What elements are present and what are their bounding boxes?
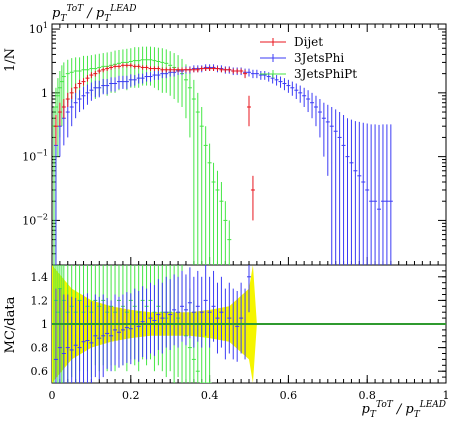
ratio-y-tick-label: 1.4 [31, 271, 49, 284]
series-dijet [53, 63, 255, 221]
ratio-series-3jetsphi [53, 265, 251, 383]
ratio-y-axis-label: MC/data [3, 296, 18, 353]
main-y-tick-label: 101 [29, 21, 48, 36]
ratio-y-tick-label: 1 [41, 318, 48, 331]
ratio-x-tick-label: 0.4 [201, 389, 219, 402]
ratio-x-tick-label: 0.8 [358, 389, 376, 402]
series-3jetsphipt [52, 46, 232, 265]
main-y-tick-label: 10−1 [22, 149, 48, 164]
main-y-tick-base: 1 [41, 87, 48, 100]
main-y-tick-base: 10 [22, 214, 36, 227]
main-y-tick-exp: 1 [43, 21, 48, 30]
ratio-y-tick-label: 0.6 [31, 365, 49, 378]
main-y-tick-exp: −2 [36, 212, 48, 221]
legend-label-3jetsphi: 3JetsPhi [294, 51, 344, 65]
ratio-y-tick-label: 1.2 [31, 294, 49, 307]
legend-label-3jetsphipt: 3JetsPhiPt [294, 67, 357, 81]
main-y-tick-label: 1 [41, 87, 48, 100]
main-y-tick-base: 10 [22, 151, 36, 164]
main-y-axis-label: 1/N [3, 48, 18, 72]
ratio-y-tick-label: 0.8 [31, 342, 49, 355]
ratio-x-tick-label: 0.2 [122, 389, 140, 402]
ratio-x-tick-label: 0 [49, 389, 56, 402]
series-3jetsphi [53, 64, 393, 265]
main-y-tick-base: 10 [29, 23, 43, 36]
legend-label-dijet: Dijet [294, 35, 323, 49]
ratio-x-tick-label: 0.6 [280, 389, 298, 402]
ratio-x-tick-label: 1 [443, 389, 450, 402]
chart-title: pTToT / pTLEAD [52, 4, 136, 24]
x-axis-label: pTToT / pTLEAD [362, 400, 446, 420]
main-y-tick-exp: −1 [36, 149, 48, 158]
main-y-tick-label: 10−2 [22, 212, 48, 227]
